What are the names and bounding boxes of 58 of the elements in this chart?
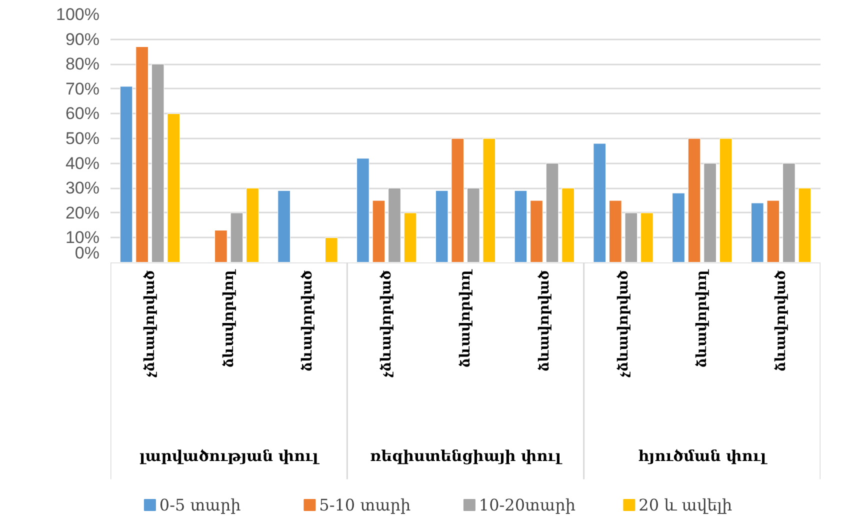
y-tick-label: 30% [65, 178, 100, 198]
bar [640, 212, 654, 262]
y-tick-label: 50% [65, 129, 100, 148]
bar [624, 212, 638, 262]
bar [372, 200, 386, 262]
legend-label: 10-20տարի [478, 496, 576, 515]
bar [230, 212, 244, 262]
bar [750, 202, 764, 262]
legend-label: 20 և ավելի [638, 496, 732, 515]
bar [530, 200, 543, 262]
bar [324, 237, 338, 262]
bar [798, 188, 812, 262]
bar [719, 138, 732, 262]
y-tick-label: 80% [65, 54, 100, 74]
bar [672, 192, 685, 262]
bar [593, 143, 606, 262]
bar [167, 113, 180, 262]
y-tick-label: 20% [65, 203, 100, 222]
bar [562, 188, 574, 262]
bar [120, 86, 133, 262]
bar [214, 230, 228, 262]
bar [704, 163, 716, 262]
x-tick-label: ձևավորված [773, 270, 790, 372]
y-tick-label: 40% [65, 154, 100, 173]
x-tick-label: չձևավորված [615, 270, 632, 378]
bar [435, 190, 448, 262]
x-tick-label: ձևավորվող [694, 268, 710, 368]
bar [151, 64, 164, 262]
bar [782, 163, 796, 262]
bar [136, 46, 148, 262]
bar [688, 138, 701, 262]
bar [514, 190, 528, 262]
y-tick-label: 70% [65, 79, 100, 98]
x-tick-label: ձևավորվող [458, 268, 474, 368]
y-tick-label: 60% [65, 104, 100, 124]
bar [451, 138, 464, 262]
bar [608, 200, 622, 262]
legend-label: 5-10 տարի [319, 496, 411, 515]
y-tick-label: 90% [65, 30, 100, 49]
legend-label: 0-5 տարի [159, 496, 241, 515]
x-tick-label: ձևավորվող [220, 268, 237, 368]
x-tick-label: չձևավորված [142, 270, 158, 378]
bar [404, 212, 417, 262]
bar [356, 158, 370, 262]
bar [278, 190, 290, 262]
x-tick-label: ձևավորված [300, 270, 316, 372]
bar [388, 188, 401, 262]
bar [246, 188, 259, 262]
bar [466, 188, 480, 262]
x-tick-label: ձևավորված [536, 270, 552, 372]
text: հյուծման փուլ [638, 447, 768, 465]
x-tick-label: չձևավորված [378, 270, 395, 378]
bar [546, 163, 559, 262]
y-tick-label: 100% [56, 5, 100, 24]
text: լարվածության փուլ [139, 447, 320, 465]
bar [482, 138, 496, 262]
bar [766, 200, 780, 262]
text: ռեզիստենցիայի փուլ [370, 447, 564, 465]
